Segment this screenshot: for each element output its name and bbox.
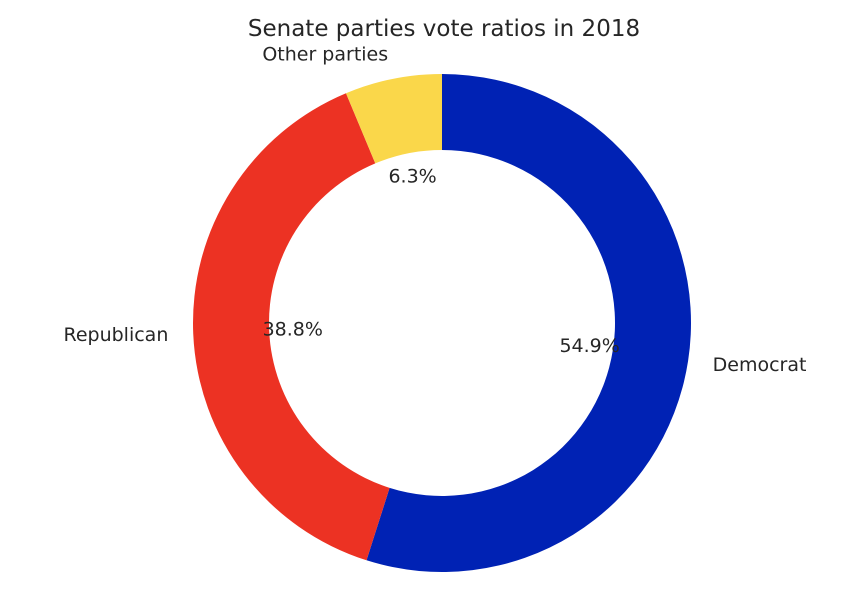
donut-slice-democrat [366, 74, 692, 572]
donut-slice-republican [193, 93, 390, 561]
chart-title: Senate parties vote ratios in 2018 [248, 16, 640, 42]
donut-slice-other-parties [345, 74, 442, 164]
slice-percent-label: 6.3% [388, 166, 436, 188]
slice-label: Other parties [262, 43, 388, 65]
slice-labels: Democrat 54.9% Republican 38.8% Other partie… [63, 43, 806, 376]
donut-slices [193, 74, 692, 572]
slice-percent-label: 54.9% [559, 335, 619, 357]
slice-label: Republican [63, 324, 168, 346]
slice-percent-label: 38.8% [263, 319, 323, 341]
slice-label: Democrat [713, 354, 807, 376]
